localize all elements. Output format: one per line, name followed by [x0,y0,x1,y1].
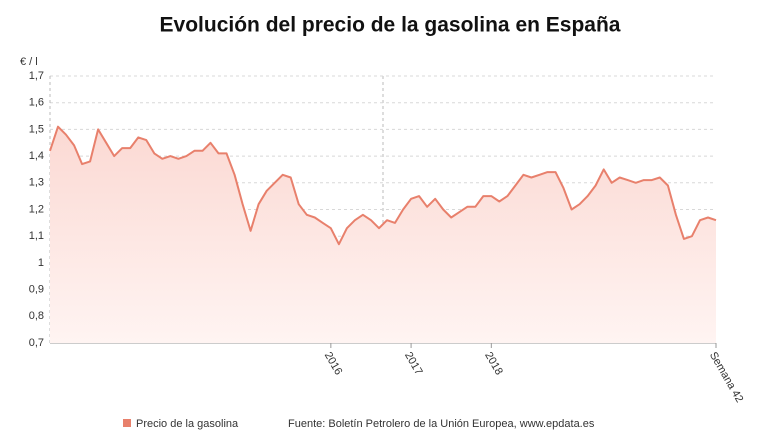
y-tick-label: 1,3 [29,177,44,189]
legend: Precio de la gasolina Fuente: Boletín Pe… [123,418,595,430]
y-tick-label: 1,1 [29,230,44,242]
y-tick-label: 0,8 [29,310,44,322]
y-axis-label: € / l [20,56,38,68]
y-tick-label: 1,6 [29,97,44,109]
legend-swatch [123,419,131,427]
y-tick-label: 0,7 [29,337,44,349]
y-tick-label: 1,7 [29,70,44,82]
y-tick-label: 1,2 [29,203,44,215]
y-tick-label: 1,5 [29,123,44,135]
line [49,125,717,246]
y-tick-label: 1,4 [29,150,44,162]
x-tick-label: 2018 [482,350,505,377]
y-tick-label: 0,9 [29,284,44,296]
x-tick-label: 2016 [322,350,345,377]
y-tick-label: 1 [38,257,44,269]
x-tick-label: Semana 42 [707,350,746,405]
area [50,126,716,343]
source: Fuente: Boletín Petrolero de la Unión Eu… [288,418,595,430]
legend-label: Precio de la gasolina [136,418,239,430]
chart-title: Evolución del precio de la gasolina en E… [160,14,621,37]
x-tick-label: 2017 [402,350,425,377]
